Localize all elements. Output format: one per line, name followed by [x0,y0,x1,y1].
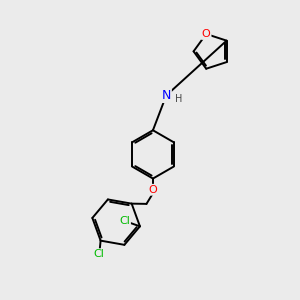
Text: O: O [148,185,157,195]
Text: H: H [175,94,182,104]
Text: Cl: Cl [94,249,105,259]
Text: Cl: Cl [119,216,130,226]
Text: O: O [202,29,211,39]
Text: N: N [161,89,171,102]
